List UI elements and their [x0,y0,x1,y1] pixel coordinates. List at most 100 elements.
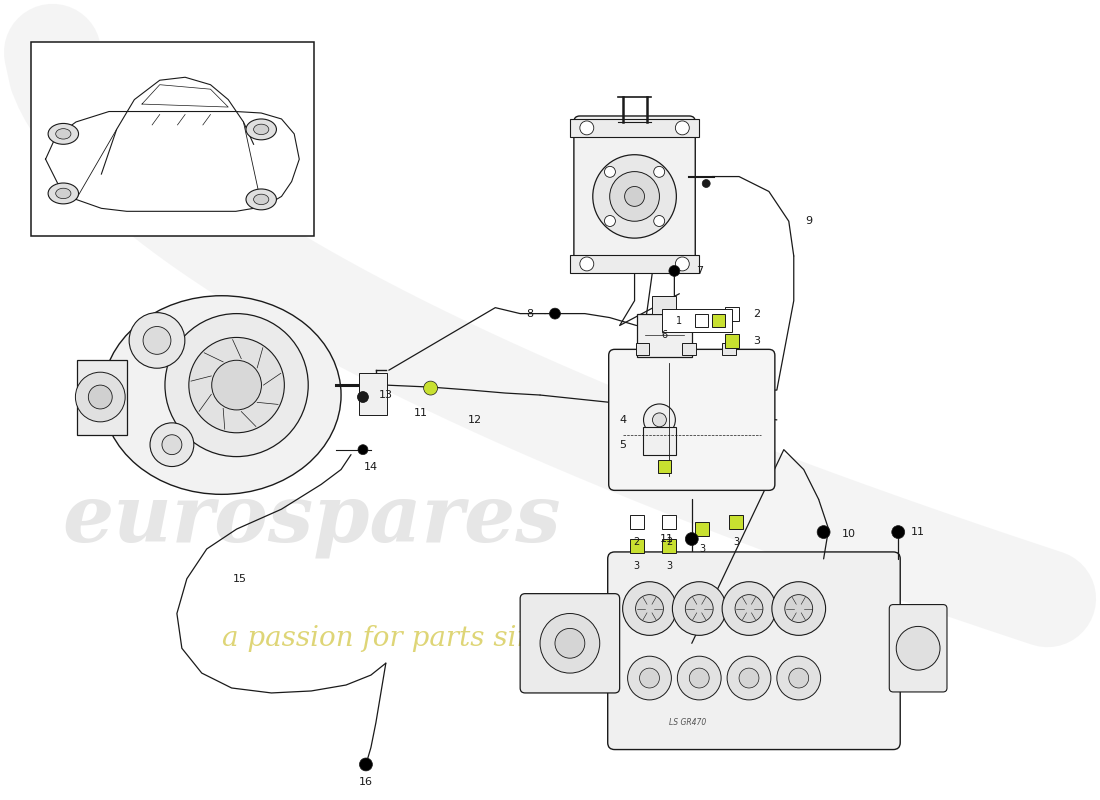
Text: 7: 7 [695,266,703,276]
Text: eurospares: eurospares [63,481,561,558]
Circle shape [550,308,560,319]
Text: a passion for parts since 1985: a passion for parts since 1985 [222,625,646,652]
Ellipse shape [246,119,276,140]
Text: 3: 3 [667,561,672,571]
Text: 3: 3 [754,337,760,346]
Circle shape [580,257,594,271]
Circle shape [690,668,710,688]
Ellipse shape [56,188,70,198]
Circle shape [189,338,284,433]
Circle shape [556,629,585,658]
FancyBboxPatch shape [520,594,619,693]
Circle shape [129,313,185,368]
Circle shape [211,360,262,410]
Text: 4: 4 [619,415,626,425]
Text: 2: 2 [634,537,640,547]
Circle shape [150,423,194,466]
Circle shape [669,266,680,276]
Text: 3: 3 [700,544,705,554]
Bar [695,314,708,327]
Ellipse shape [48,123,78,144]
Circle shape [593,154,676,238]
Circle shape [358,391,368,402]
Text: LS GR470: LS GR470 [670,718,706,727]
Text: 9: 9 [805,216,812,226]
Ellipse shape [56,129,70,139]
Circle shape [652,413,667,427]
Circle shape [896,626,940,670]
Bar [662,309,732,333]
Ellipse shape [102,296,341,494]
FancyBboxPatch shape [889,605,947,692]
Circle shape [358,392,367,402]
Bar [722,343,736,355]
Circle shape [628,656,671,700]
Bar [570,119,700,137]
Text: 15: 15 [232,574,246,584]
Circle shape [76,372,125,422]
Circle shape [623,582,676,635]
Bar [725,306,739,321]
Text: 16: 16 [359,778,373,787]
Circle shape [424,381,438,395]
Text: 8: 8 [527,309,534,318]
Text: 14: 14 [364,462,378,471]
Circle shape [892,526,904,538]
Circle shape [653,215,664,226]
Text: 6: 6 [661,330,668,341]
Circle shape [735,594,763,622]
Text: 12: 12 [469,415,483,425]
Circle shape [88,385,112,409]
Text: 2: 2 [754,309,760,318]
Text: 3: 3 [634,561,639,571]
Bar [729,515,743,529]
Bar [629,515,644,529]
Bar [658,460,671,473]
Text: 11: 11 [911,527,925,537]
Bar [712,314,725,327]
Circle shape [685,533,698,546]
Bar [359,373,387,415]
Circle shape [739,668,759,688]
Bar [570,255,700,273]
Circle shape [817,526,830,538]
Text: 11: 11 [414,408,428,418]
Circle shape [772,582,826,635]
Circle shape [143,326,170,354]
Circle shape [702,179,711,187]
Circle shape [540,614,600,673]
Circle shape [644,404,675,436]
Circle shape [165,314,308,457]
Bar [725,334,739,348]
Circle shape [722,582,776,635]
Circle shape [727,656,771,700]
Bar [636,343,649,355]
Circle shape [789,668,808,688]
Circle shape [675,121,690,135]
Bar [695,522,710,536]
Circle shape [784,594,813,622]
Bar [629,539,644,553]
Text: 13: 13 [378,390,393,400]
Bar [77,360,128,434]
Ellipse shape [246,189,276,210]
Circle shape [358,445,367,454]
Circle shape [625,186,645,206]
Ellipse shape [254,124,268,134]
Bar [642,427,676,454]
Circle shape [685,594,713,622]
Text: 10: 10 [842,529,856,539]
Circle shape [360,758,373,771]
Text: 5: 5 [619,440,626,450]
Ellipse shape [254,194,268,205]
Circle shape [636,594,663,622]
Text: 2: 2 [667,537,672,547]
Circle shape [639,668,659,688]
Circle shape [605,215,615,226]
FancyBboxPatch shape [607,552,900,750]
Text: 3: 3 [733,537,739,547]
Bar [637,314,692,358]
Ellipse shape [48,183,78,204]
Circle shape [672,582,726,635]
Text: 11: 11 [660,534,674,544]
